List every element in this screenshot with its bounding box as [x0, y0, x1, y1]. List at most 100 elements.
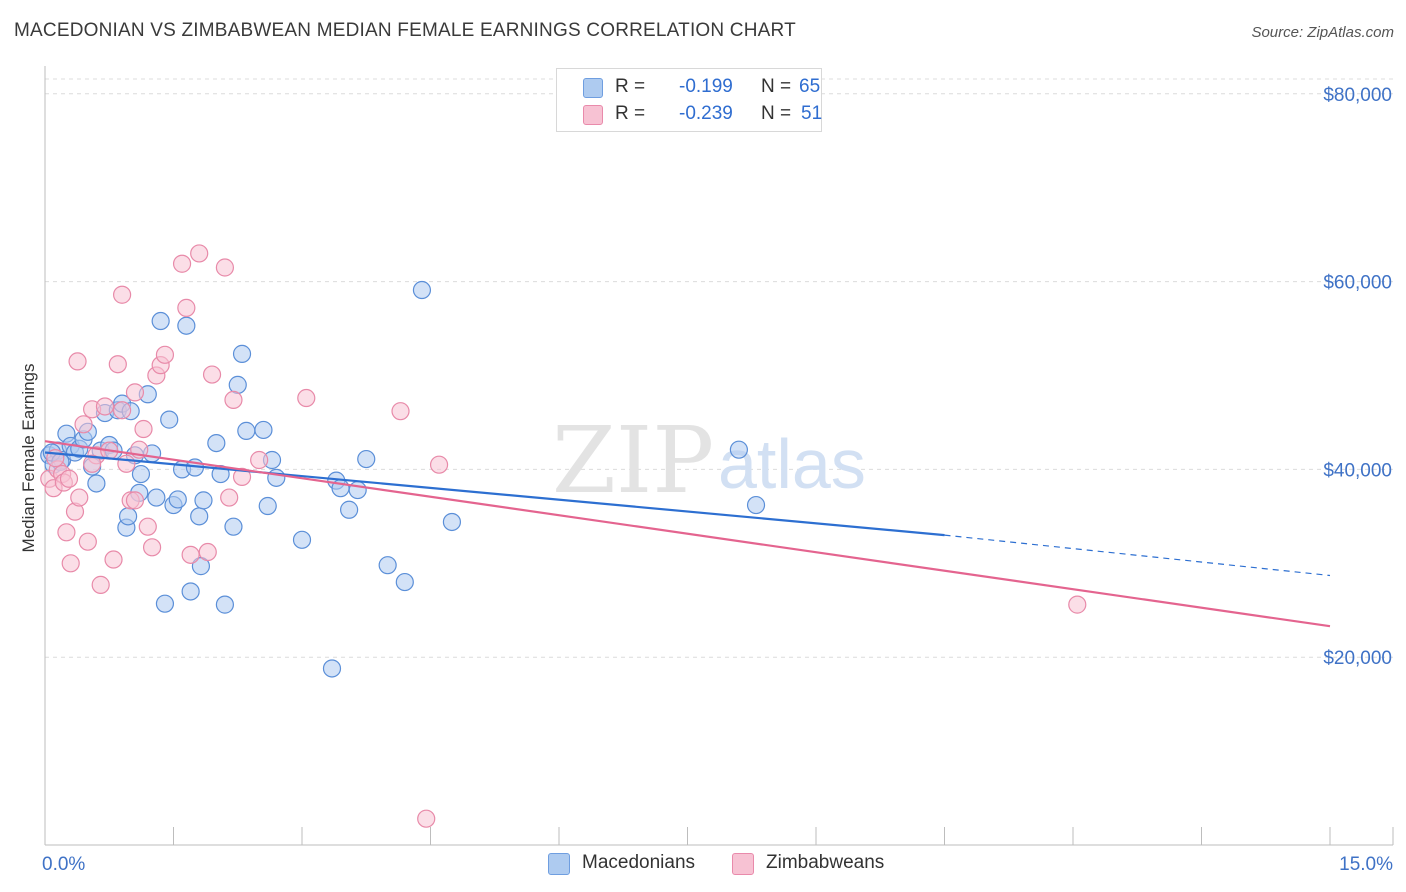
- zimbabweans-point: [57, 523, 76, 542]
- gridlines: [45, 78, 1393, 658]
- macedonians-point: [194, 491, 213, 510]
- watermark-zip: ZIP: [552, 407, 714, 514]
- macedonians-trend-line: [44, 451, 945, 537]
- macedonians-point: [267, 468, 286, 487]
- y-tick-labels: $20,000 $40,000 $60,000 $80,000: [1323, 85, 1392, 669]
- macedonians-point: [215, 595, 234, 614]
- macedonians-point: [155, 594, 175, 613]
- zimbabweans-point: [95, 397, 115, 416]
- zimbabweans-point: [232, 467, 252, 487]
- zimbabweans-point: [250, 450, 269, 470]
- macedonians-point: [228, 375, 247, 394]
- y-tick-label: $80,000: [1323, 85, 1392, 106]
- macedonians-point: [118, 507, 138, 526]
- macedonians-point: [746, 495, 766, 515]
- zimbabweans-point: [190, 244, 209, 263]
- r-label: R =: [615, 103, 646, 124]
- zimbabweans-point: [297, 388, 316, 408]
- zimbabweans-point: [138, 517, 157, 536]
- zimbabweans-point: [215, 258, 234, 277]
- r-label: R =: [615, 76, 646, 97]
- macedonians-trend-line-projection: [944, 534, 1331, 577]
- zimbabweans-point: [220, 488, 239, 507]
- zimbabweans-point: [59, 469, 79, 488]
- macedonians-point: [292, 530, 312, 549]
- macedonians-point: [168, 490, 187, 509]
- y-tick-label: $60,000: [1323, 273, 1392, 294]
- macedonians-point: [357, 449, 376, 469]
- zimbabweans-point: [78, 532, 97, 551]
- n-label: N =: [761, 103, 792, 124]
- macedonians-point: [412, 280, 432, 300]
- n-value-zimbabweans: 51: [801, 103, 823, 124]
- x-tick-label-max: 15.0%: [1339, 854, 1393, 875]
- watermark: ZIP atlas: [552, 407, 866, 514]
- y-axis-title: Median Female Earnings: [19, 364, 38, 553]
- zimbabweans-trend-line: [44, 440, 1331, 628]
- zimbabweans-point: [68, 352, 87, 371]
- macedonians-point: [322, 659, 342, 678]
- watermark-atlas: atlas: [718, 425, 866, 503]
- zimbabweans-point: [91, 575, 110, 594]
- zimbabweans-point: [417, 809, 436, 828]
- chart-title: MACEDONIAN VS ZIMBABWEAN MEDIAN FEMALE E…: [14, 20, 796, 41]
- n-label: N =: [761, 76, 792, 97]
- macedonians-point: [207, 433, 226, 453]
- x-tick-label-min: 0.0%: [42, 854, 85, 875]
- zimbabweans-point: [1068, 595, 1087, 614]
- r-value-macedonians: -0.199: [679, 76, 733, 97]
- zimbabweans-point: [104, 550, 123, 569]
- macedonians-point: [181, 582, 200, 601]
- zimbabweans-point: [108, 355, 127, 374]
- source-credit: Source: ZipAtlas.com: [1251, 24, 1394, 41]
- macedonians-point: [147, 488, 166, 507]
- zimbabweans-point: [117, 454, 136, 473]
- zimbabweans-point: [142, 538, 162, 557]
- zimbabweans-point: [198, 542, 217, 562]
- zimbabweans-point: [70, 488, 89, 507]
- macedonians-point: [378, 556, 397, 575]
- zimbabweans-point: [112, 285, 132, 304]
- zimbabweans-point: [181, 545, 200, 564]
- zimbabweans-point: [134, 419, 153, 439]
- n-value-macedonians: 65: [799, 76, 821, 97]
- macedonians-point: [348, 480, 367, 500]
- macedonians-swatch: [583, 78, 603, 98]
- zimbabweans-point: [61, 554, 80, 573]
- zimbabweans-point: [202, 365, 222, 384]
- macedonians-point: [237, 421, 256, 440]
- zimbabweans-point: [112, 401, 132, 420]
- trend-lines: [44, 440, 1331, 628]
- zimbabweans-point: [172, 254, 192, 273]
- zimbabweans-point: [125, 491, 145, 510]
- macedonians-point: [232, 344, 252, 363]
- macedonians-point: [190, 507, 209, 526]
- macedonians-point: [254, 420, 273, 440]
- zimbabweans-point: [74, 415, 93, 434]
- macedonians-swatch: [548, 853, 570, 875]
- macedonians-point: [177, 316, 196, 335]
- macedonians-point: [87, 474, 106, 493]
- zimbabweans-point: [177, 298, 196, 317]
- legend-label-macedonians: Macedonians: [582, 852, 696, 873]
- r-value-zimbabweans: -0.239: [679, 103, 733, 124]
- y-tick-label: $20,000: [1323, 648, 1392, 669]
- zimbabweans-point: [83, 454, 102, 473]
- zimbabweans-swatch: [732, 853, 754, 875]
- macedonians-point: [151, 311, 170, 331]
- y-tick-label: $40,000: [1323, 460, 1392, 481]
- macedonians-point: [258, 496, 277, 516]
- zimbabweans-point: [125, 383, 145, 402]
- macedonians-point: [340, 500, 359, 519]
- macedonians-point: [160, 410, 179, 429]
- macedonians-point: [729, 440, 749, 459]
- zimbabweans-swatch: [583, 105, 603, 125]
- data-points: [40, 244, 1087, 828]
- macedonians-point: [131, 464, 151, 484]
- macedonians-point: [224, 517, 243, 536]
- macedonians-point: [442, 512, 462, 532]
- zimbabweans-point: [391, 402, 410, 421]
- zimbabweans-point: [429, 455, 449, 474]
- legend-label-zimbabweans: Zimbabweans: [766, 852, 885, 873]
